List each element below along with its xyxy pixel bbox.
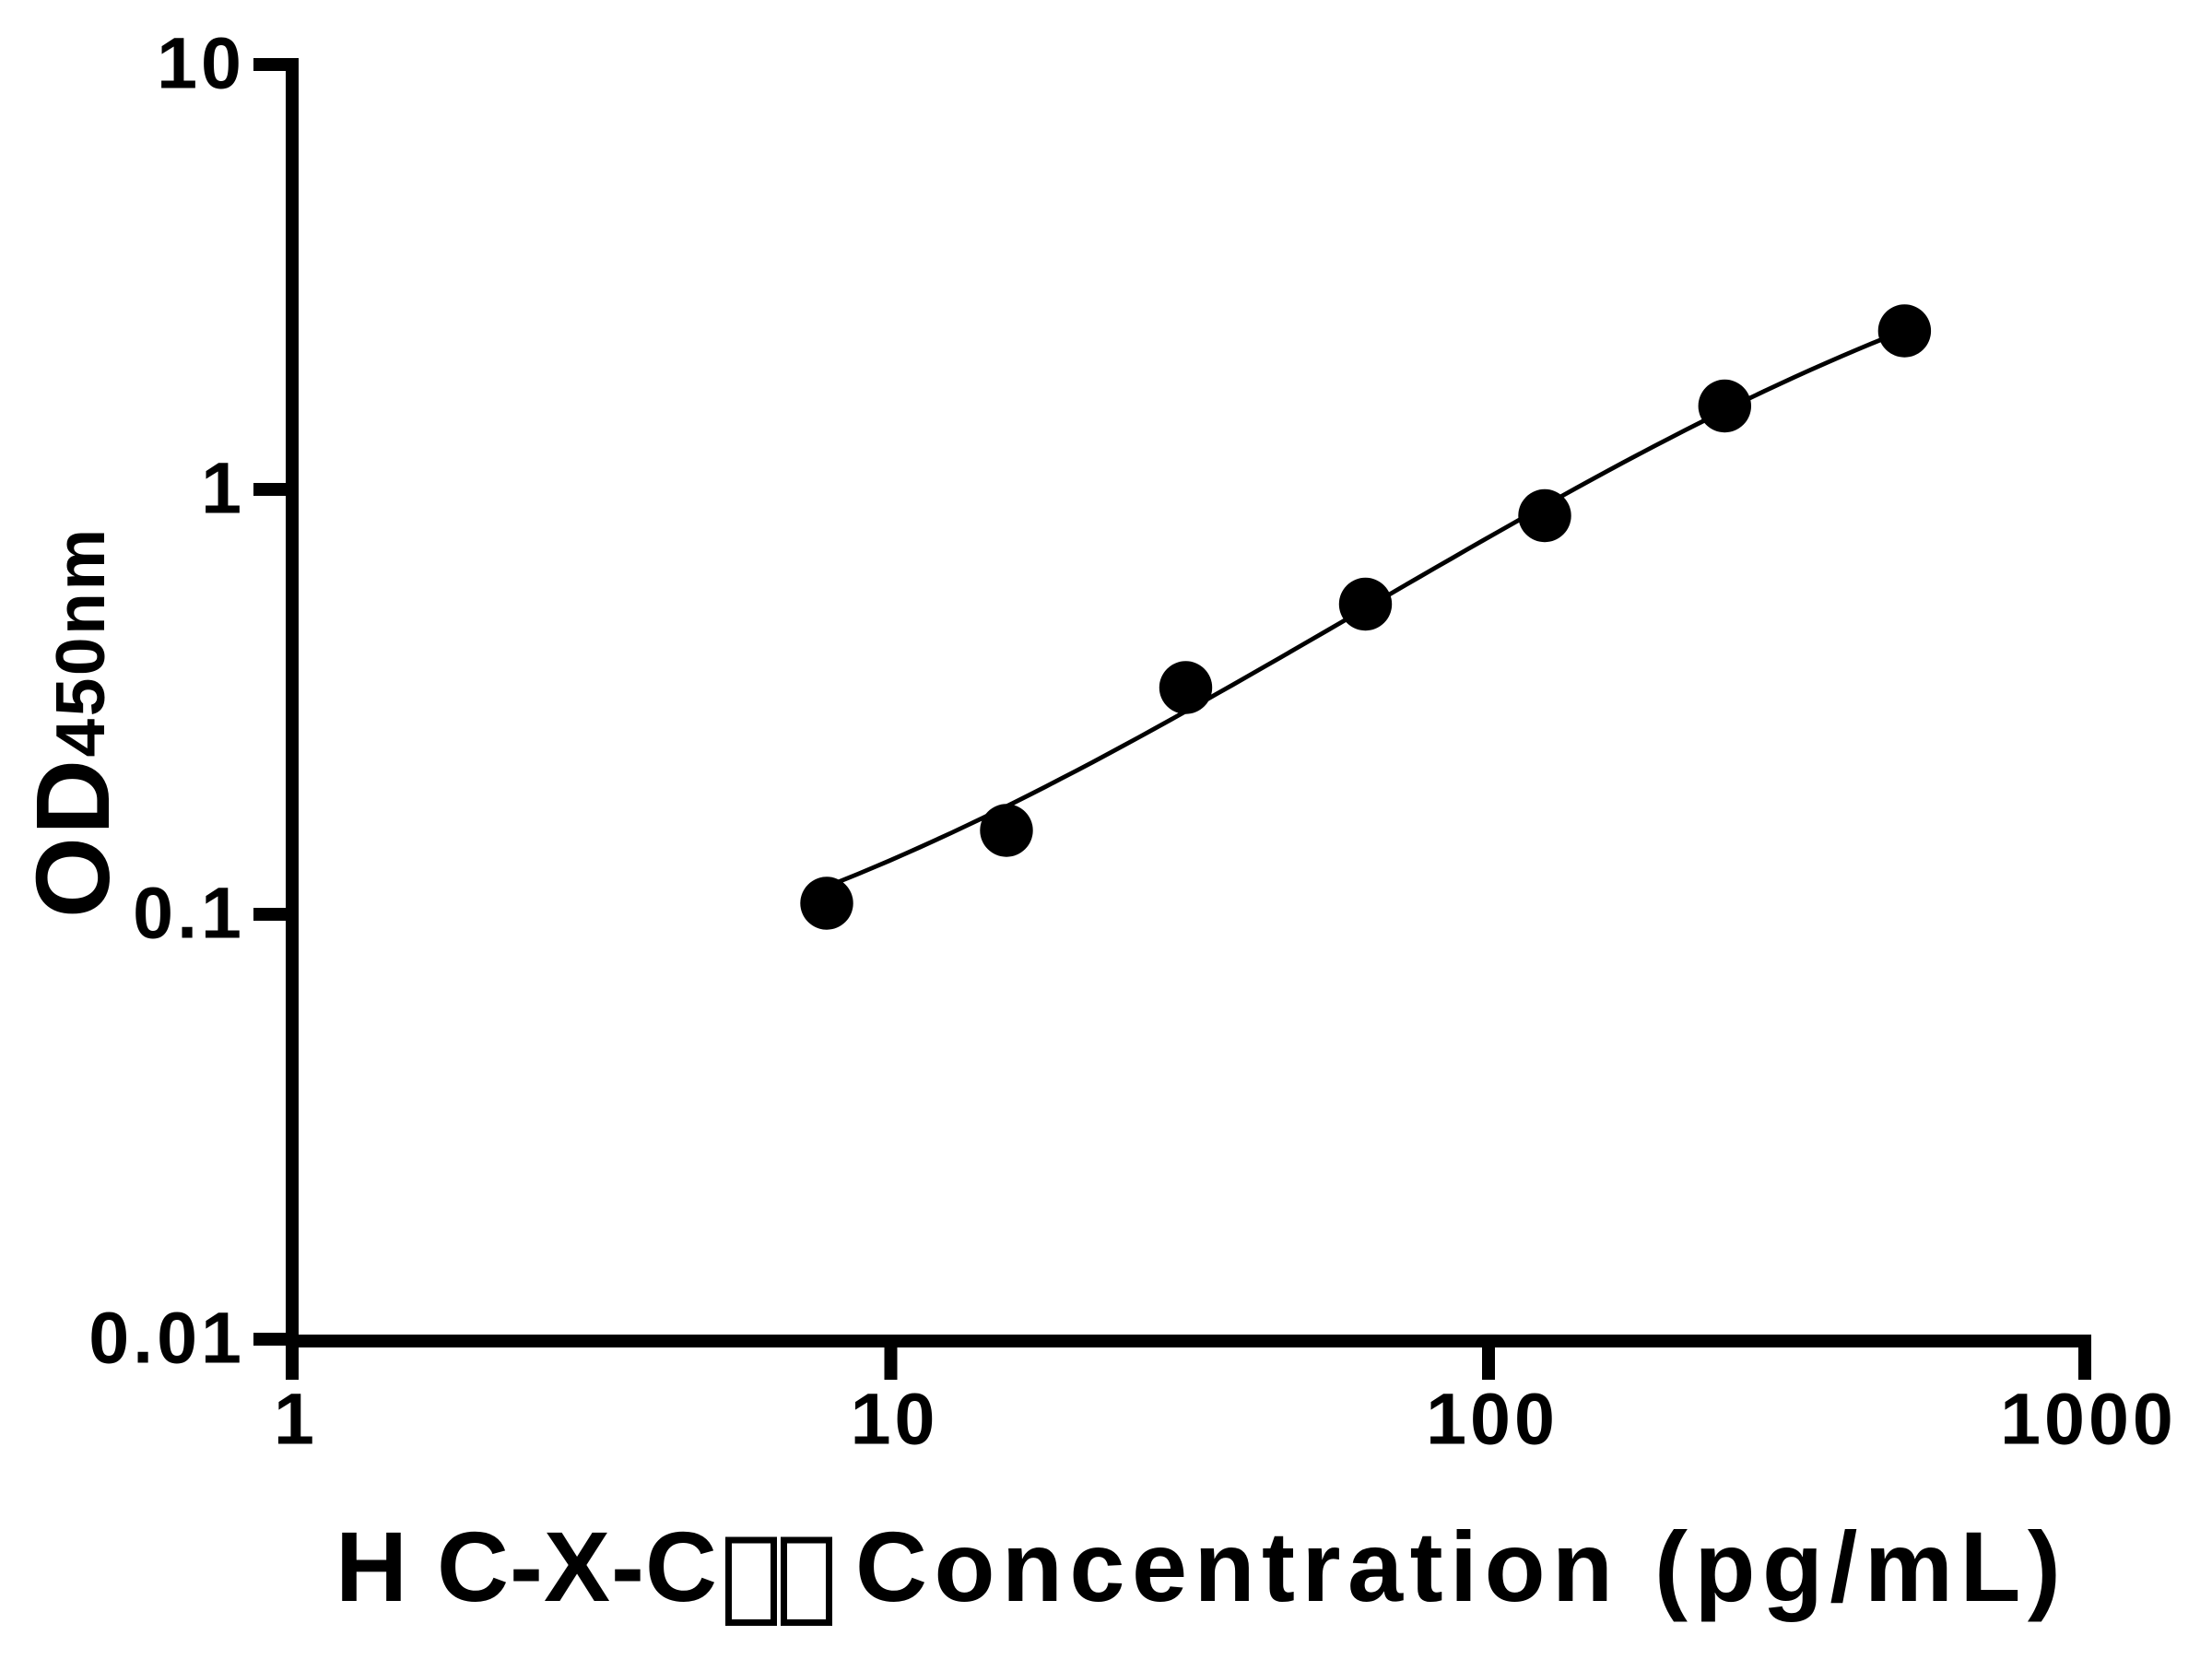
svg-text:H C-X-C: H C-X-C [335,1511,718,1622]
svg-text:0.01: 0.01 [88,1297,245,1379]
svg-text:0.1: 0.1 [133,872,245,954]
svg-text:10: 10 [851,1378,939,1460]
svg-text:10: 10 [157,22,245,104]
svg-text:Concentration (pg/mL): Concentration (pg/mL) [855,1511,2067,1622]
svg-text:1: 1 [201,447,245,529]
svg-text:100: 100 [1426,1378,1559,1460]
svg-text:1000: 1000 [2000,1378,2177,1460]
svg-text:1: 1 [274,1378,318,1460]
